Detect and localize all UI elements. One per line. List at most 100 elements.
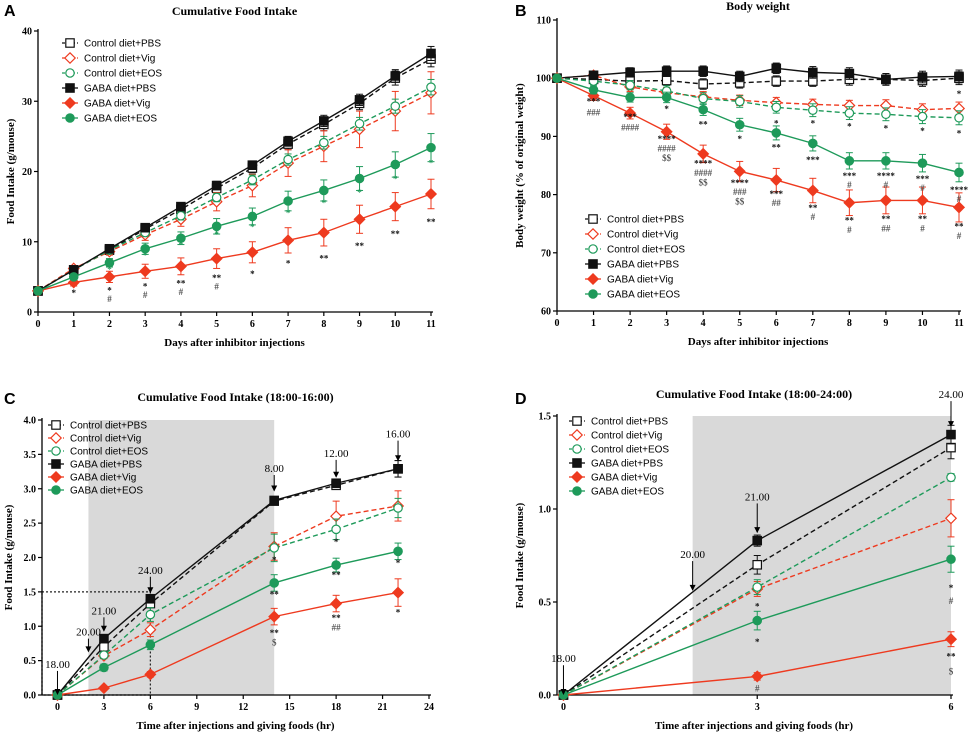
legend-entry: GABA diet+EOS — [591, 487, 664, 498]
data-point — [247, 160, 258, 170]
significance-mark: *** — [587, 96, 601, 106]
data-point — [390, 159, 401, 170]
data-point — [211, 180, 222, 191]
data-point — [269, 495, 279, 506]
significance-mark: # — [920, 183, 925, 193]
x-tick-label: 8 — [847, 318, 852, 329]
data-point — [661, 66, 672, 77]
legend-entry: Control diet+PBS — [70, 421, 147, 432]
data-point — [808, 138, 818, 149]
legend-marker — [588, 289, 598, 299]
significance-mark: * — [272, 555, 277, 565]
significance-mark: $$ — [699, 177, 709, 187]
legend-entry: GABA diet+EOS — [70, 486, 143, 497]
time-arrowhead — [948, 421, 954, 428]
x-tick-label: 11 — [954, 318, 963, 329]
legend-entry: GABA diet+Vig — [84, 99, 150, 110]
significance-mark: *** — [916, 174, 930, 184]
data-point — [733, 165, 746, 178]
data-point — [319, 185, 329, 196]
y-axis-label: Food Intake (g/mouse) — [5, 118, 17, 224]
legend-marker — [51, 485, 61, 495]
x-tick-label: 6 — [774, 318, 779, 329]
data-point — [734, 119, 745, 130]
data-point — [268, 610, 281, 623]
legend-entry: GABA diet+PBS — [84, 84, 156, 95]
time-label: 8.00 — [265, 463, 285, 475]
x-tick-label: 2 — [107, 319, 112, 330]
x-axis-label: Time after injections and giving foods (… — [136, 720, 335, 732]
data-point — [99, 662, 109, 673]
legend-entry: Control diet+PBS — [84, 39, 161, 50]
legend-marker — [588, 244, 598, 254]
data-point — [734, 71, 745, 82]
significance-mark: * — [957, 89, 962, 99]
significance-mark: * — [143, 282, 148, 292]
data-point — [211, 221, 222, 232]
data-point — [751, 670, 764, 683]
chart-title: Cumulative Food Intake (18:00-24:00) — [656, 387, 852, 401]
legend-marker — [49, 431, 63, 445]
time-label: 16.00 — [386, 429, 411, 441]
significance-mark: ** — [427, 217, 437, 227]
significance-mark: ### — [733, 187, 747, 197]
legend: Control diet+PBS Control diet+Vig Control … — [48, 420, 148, 497]
significance-mark: # — [811, 212, 816, 222]
legend-entry: Control diet+EOS — [607, 245, 685, 256]
series-line — [56, 468, 399, 696]
significance-mark: # — [847, 225, 852, 235]
significance-mark: **** — [694, 159, 713, 169]
x-tick-label: 1 — [71, 319, 76, 330]
x-tick-label: 3 — [755, 702, 760, 713]
data-point — [104, 258, 115, 268]
data-point — [247, 175, 258, 185]
data-point — [174, 260, 187, 273]
series-line — [57, 591, 399, 696]
time-arrowhead — [85, 646, 92, 653]
y-tick-label: 3.0 — [24, 484, 37, 495]
legend-entry: GABA diet+PBS — [607, 260, 679, 271]
significance-mark: ** — [355, 241, 365, 251]
time-label: 24.00 — [939, 389, 964, 401]
legend-entry: Control diet+Vig — [607, 230, 678, 241]
significance-mark: ** — [772, 142, 782, 152]
x-tick-label: 4 — [178, 319, 183, 330]
series-line — [37, 146, 432, 292]
significance-mark: #### — [658, 144, 677, 154]
significance-mark: # — [143, 290, 148, 300]
y-tick-label: 30 — [22, 97, 32, 108]
data-point — [390, 71, 401, 81]
significance-mark: ## — [772, 198, 782, 208]
time-arrowhead — [560, 689, 567, 695]
x-tick-label: 1 — [591, 318, 596, 329]
series-line — [37, 86, 432, 292]
y-tick-label: 0.5 — [24, 656, 37, 667]
x-tick-label: 9 — [357, 319, 362, 330]
panel-label: D — [515, 391, 527, 408]
significance-mark: $$ — [662, 153, 672, 163]
series-line — [556, 77, 960, 85]
data-point — [145, 593, 156, 604]
series-line — [37, 52, 432, 292]
significance-mark: ** — [391, 229, 401, 239]
series-line — [37, 193, 432, 292]
y-tick-label: 0 — [27, 308, 32, 319]
significance-mark: # — [957, 194, 962, 204]
panel-B: B Body weight 0 1 2 3 4 5 6 7 8 9 10 11 60 70 80 90 100 110… — [514, 0, 969, 348]
series-gaba-diet-eos — [552, 73, 964, 183]
legend-marker — [51, 459, 61, 469]
data-point — [354, 118, 365, 129]
legend-marker — [572, 458, 582, 468]
time-label: 18.00 — [551, 653, 576, 665]
data-point — [210, 252, 223, 265]
data-point — [771, 76, 782, 86]
data-point — [103, 270, 116, 283]
significance-mark: #### — [621, 123, 640, 133]
data-point — [944, 633, 958, 646]
legend-entry: Control diet+Vig — [591, 431, 662, 442]
legend: Control diet+PBS Control diet+Vig Control … — [585, 214, 685, 301]
data-point — [97, 682, 110, 695]
time-arrowhead — [54, 689, 61, 695]
data-point — [353, 213, 366, 226]
significance-mark: ** — [176, 279, 186, 289]
